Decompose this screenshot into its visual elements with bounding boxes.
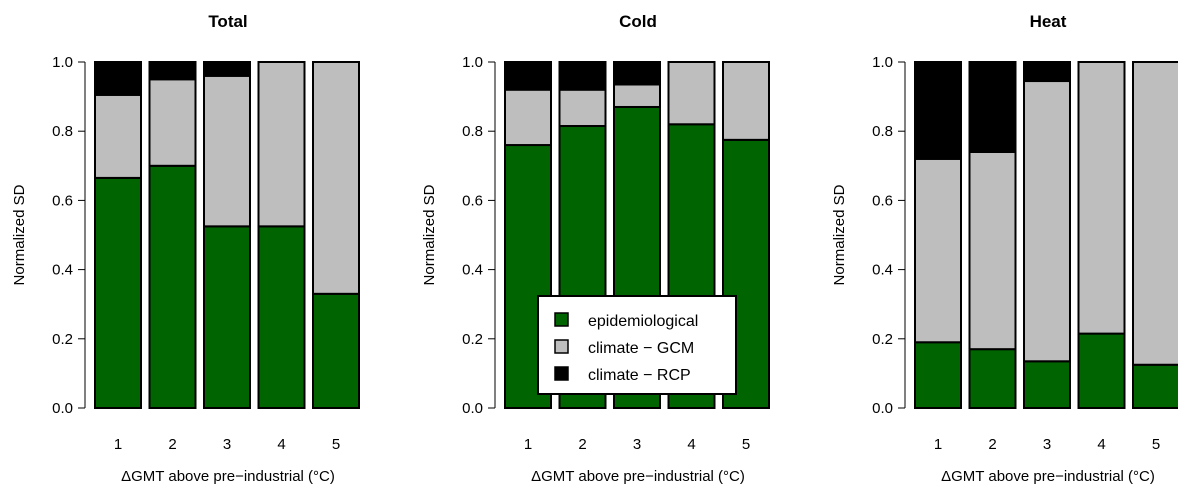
bar-segment-climate-gcm	[148, 78, 197, 167]
y-tick-label: 0.2	[872, 331, 893, 348]
y-tick-label: 1.0	[462, 54, 483, 71]
y-tick-label: 0.0	[462, 400, 483, 417]
bar-segment-climate-rcp	[558, 61, 607, 91]
x-axis-label: ΔGMT above pre−industrial (°C)	[941, 468, 1155, 485]
bar-segment-climate-rcp	[504, 61, 552, 91]
x-tick-label: 4	[1097, 436, 1105, 453]
y-tick-label: 0.8	[872, 123, 893, 140]
x-axis-label: ΔGMT above pre−industrial (°C)	[121, 468, 335, 485]
bar-segment-epidemiological	[914, 341, 962, 410]
legend-label: climate − RCP	[588, 367, 691, 384]
panel-title: Cold	[619, 12, 657, 31]
y-tick-label: 0.4	[872, 262, 893, 279]
bar-segment-climate-rcp	[203, 61, 251, 77]
bar-segment-epidemiological	[203, 225, 251, 409]
y-tick-label: 0.6	[872, 192, 893, 209]
x-tick-label: 3	[223, 436, 231, 453]
x-tick-label: 4	[687, 436, 695, 453]
x-tick-label: 2	[578, 436, 586, 453]
panel-title: Heat	[1030, 12, 1067, 31]
x-tick-label: 3	[1043, 436, 1051, 453]
legend-label: climate − GCM	[588, 340, 694, 357]
y-tick-label: 0.0	[872, 400, 893, 417]
bar-segment-epidemiological	[148, 164, 197, 409]
bar-segment-climate-rcp	[148, 61, 197, 81]
y-tick-label: 0.8	[462, 123, 483, 140]
bar-segment-climate-rcp	[94, 61, 142, 96]
chart-panel-0: Total 0.0 0.2 0.4 0.6 0.8 1.0 Normalized SD 1 2 3 4…	[11, 12, 360, 485]
x-tick-label: 1	[524, 436, 532, 453]
bar-segment-climate-gcm	[1023, 80, 1071, 363]
bar-segment-climate-gcm	[504, 88, 552, 147]
legend: epidemiological climate − GCM climate − RC…	[537, 295, 737, 395]
bar-segment-climate-gcm	[1132, 61, 1178, 366]
x-tick-label: 2	[988, 436, 996, 453]
y-tick-label: 1.0	[52, 54, 73, 71]
x-tick-label: 1	[114, 436, 122, 453]
bar-segment-epidemiological	[257, 225, 306, 409]
y-tick-label: 0.0	[52, 400, 73, 417]
bar-segment-climate-gcm	[312, 61, 360, 295]
bar-segment-epidemiological	[1023, 360, 1071, 410]
bar-segment-climate-rcp	[1023, 61, 1071, 83]
bar-segment-epidemiological	[1132, 363, 1178, 409]
bar-segment-climate-gcm	[1077, 61, 1126, 335]
bar-segment-epidemiological	[1077, 332, 1126, 409]
y-tick-label: 0.6	[52, 192, 73, 209]
bar-segment-climate-gcm	[558, 88, 607, 128]
bar-segment-climate-gcm	[94, 93, 142, 179]
bar-segment-epidemiological	[94, 176, 142, 409]
y-tick-label: 0.8	[52, 123, 73, 140]
y-axis-label: Normalized SD	[831, 184, 848, 285]
y-tick-label: 0.2	[462, 331, 483, 348]
y-axis-label: Normalized SD	[421, 184, 438, 285]
bar-segment-epidemiological	[312, 292, 360, 410]
legend-swatch	[554, 366, 569, 381]
y-tick-label: 0.2	[52, 331, 73, 348]
bar-segment-climate-rcp	[968, 61, 1017, 153]
bar-segment-climate-gcm	[722, 61, 770, 141]
y-tick-label: 1.0	[872, 54, 893, 71]
bar-segment-climate-gcm	[257, 61, 306, 228]
y-axis-label: Normalized SD	[11, 184, 28, 285]
bar-segment-climate-rcp	[914, 61, 962, 160]
x-tick-label: 1	[934, 436, 942, 453]
x-tick-label: 2	[168, 436, 176, 453]
bar-segment-climate-gcm	[914, 157, 962, 344]
legend-swatch	[554, 312, 569, 327]
bar-segment-epidemiological	[968, 348, 1017, 409]
legend-label: epidemiological	[588, 313, 698, 330]
y-tick-label: 0.4	[462, 262, 483, 279]
bar-segment-climate-gcm	[968, 150, 1017, 351]
x-tick-label: 3	[633, 436, 641, 453]
x-tick-label: 5	[1152, 436, 1160, 453]
bar-segment-climate-gcm	[667, 61, 716, 126]
x-tick-label: 4	[277, 436, 285, 453]
x-tick-label: 5	[332, 436, 340, 453]
panel-title: Total	[208, 12, 247, 31]
y-tick-label: 0.6	[462, 192, 483, 209]
legend-swatch	[554, 339, 569, 354]
x-axis-label: ΔGMT above pre−industrial (°C)	[531, 468, 745, 485]
chart-panel-2: Heat 0.0 0.2 0.4 0.6 0.8 1.0 Normalized SD 1 2 3 4 5…	[831, 12, 1178, 485]
chart-panel-1: Cold 0.0 0.2 0.4 0.6 0.8 1.0 Normalized SD 1 2 3 4 5…	[421, 12, 770, 485]
bar-segment-climate-gcm	[203, 74, 251, 228]
y-tick-label: 0.4	[52, 262, 73, 279]
bar-segment-climate-rcp	[613, 61, 661, 86]
legend-box	[537, 295, 737, 395]
x-tick-label: 5	[742, 436, 750, 453]
bar-segment-climate-gcm	[613, 83, 661, 108]
